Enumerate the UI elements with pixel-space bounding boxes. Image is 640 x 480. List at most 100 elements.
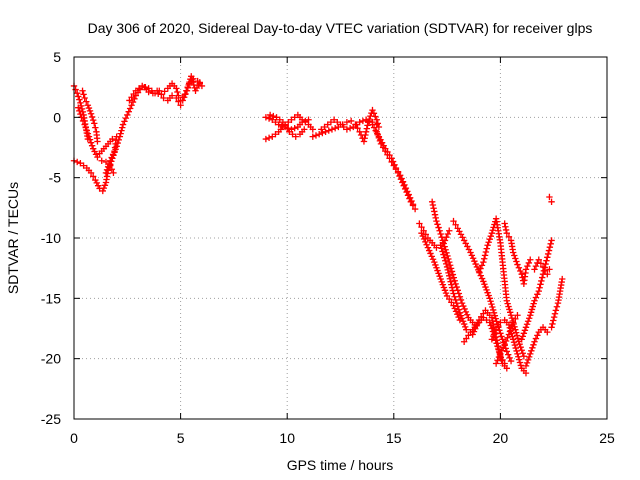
data-point	[319, 129, 326, 137]
data-point	[463, 326, 470, 333]
data-point	[408, 197, 415, 205]
data-point	[87, 110, 95, 117]
data-point	[119, 124, 126, 131]
data-point	[86, 107, 94, 115]
data-point	[508, 330, 515, 337]
data-point	[73, 158, 81, 166]
data-point	[490, 320, 497, 328]
data-point	[364, 122, 371, 129]
data-point	[503, 229, 510, 237]
data-point	[465, 332, 472, 339]
data-point	[538, 274, 546, 281]
data-point	[559, 275, 566, 283]
data-point	[279, 118, 287, 126]
data-point	[174, 88, 181, 96]
data-point	[444, 266, 452, 274]
data-point	[524, 318, 532, 325]
data-point	[498, 347, 506, 354]
data-point	[128, 94, 135, 101]
data-point	[537, 260, 545, 267]
data-point	[493, 336, 501, 344]
data-point	[100, 184, 108, 192]
data-point	[492, 360, 500, 367]
data-point	[88, 142, 96, 149]
data-point	[537, 281, 544, 288]
data-point	[331, 124, 339, 132]
data-point	[527, 312, 534, 319]
data-point	[512, 326, 519, 333]
data-point	[325, 127, 332, 134]
data-point	[79, 87, 86, 94]
data-point	[402, 184, 410, 192]
data-point	[522, 266, 530, 273]
data-point	[523, 321, 531, 328]
data-point	[432, 261, 439, 269]
data-point	[384, 148, 391, 156]
data-point	[461, 305, 468, 313]
data-point	[471, 257, 478, 265]
data-point	[546, 193, 553, 201]
data-point	[103, 166, 111, 174]
data-point	[111, 147, 118, 155]
data-point	[487, 298, 494, 305]
data-point	[524, 356, 532, 364]
data-point	[514, 335, 522, 342]
data-point	[396, 172, 404, 179]
data-point	[442, 260, 450, 268]
data-point	[462, 323, 469, 331]
data-point	[360, 138, 368, 145]
data-point	[516, 359, 524, 366]
data-point	[404, 188, 411, 195]
x-tick-label: 15	[386, 430, 402, 446]
data-point	[532, 335, 540, 342]
data-point	[506, 306, 513, 313]
data-point	[262, 135, 270, 143]
data-point	[473, 263, 481, 271]
data-point	[544, 328, 551, 336]
data-point	[515, 356, 523, 363]
data-point	[98, 157, 105, 164]
data-point	[359, 117, 367, 125]
data-point	[109, 151, 117, 158]
data-point	[394, 168, 402, 175]
data-point	[435, 270, 442, 277]
data-point	[480, 255, 488, 262]
data-point	[89, 116, 97, 124]
data-point	[482, 248, 490, 256]
data-point	[449, 287, 456, 294]
data-point	[513, 347, 520, 355]
data-point	[499, 336, 506, 343]
data-point	[436, 227, 443, 234]
data-point	[506, 324, 513, 331]
data-point	[489, 227, 496, 234]
data-point	[452, 280, 459, 288]
data-point	[527, 256, 534, 263]
data-point	[362, 128, 370, 136]
data-point	[76, 96, 83, 103]
data-point	[541, 267, 549, 274]
data-point	[183, 87, 191, 94]
data-point	[195, 81, 202, 89]
data-point	[515, 353, 522, 360]
data-point	[519, 333, 526, 340]
data-point	[309, 133, 316, 140]
data-point	[503, 297, 510, 304]
data-point	[452, 296, 459, 304]
data-point	[366, 117, 373, 125]
data-point	[87, 169, 95, 177]
data-point	[77, 110, 84, 118]
y-tick-label: -25	[41, 411, 61, 427]
data-point	[475, 268, 483, 275]
chart-title: Day 306 of 2020, Sidereal Day-to-day VTE…	[88, 20, 593, 36]
data-point	[510, 339, 518, 346]
data-point	[118, 127, 125, 134]
data-point	[480, 258, 487, 266]
data-point	[482, 283, 489, 291]
y-tick-label: 0	[53, 109, 61, 125]
data-point	[101, 182, 109, 189]
data-point	[531, 266, 538, 273]
data-point	[513, 258, 520, 265]
data-point	[438, 233, 445, 241]
data-point	[488, 229, 496, 237]
data-point	[435, 224, 442, 231]
